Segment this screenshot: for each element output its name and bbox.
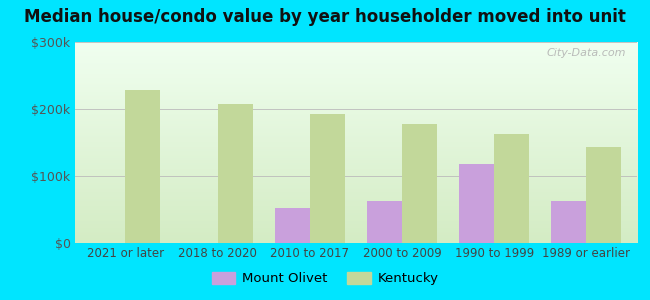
Bar — [494, 134, 529, 243]
Bar — [402, 124, 437, 243]
Bar — [125, 90, 161, 243]
Bar — [218, 104, 253, 243]
Bar — [367, 202, 402, 243]
Bar — [310, 114, 345, 243]
Text: Median house/condo value by year householder moved into unit: Median house/condo value by year househo… — [24, 8, 626, 26]
Bar — [275, 208, 310, 243]
Legend: Mount Olivet, Kentucky: Mount Olivet, Kentucky — [206, 266, 444, 290]
Bar — [551, 202, 586, 243]
Text: City-Data.com: City-Data.com — [546, 48, 626, 58]
Bar — [459, 164, 494, 243]
Bar — [586, 147, 621, 243]
